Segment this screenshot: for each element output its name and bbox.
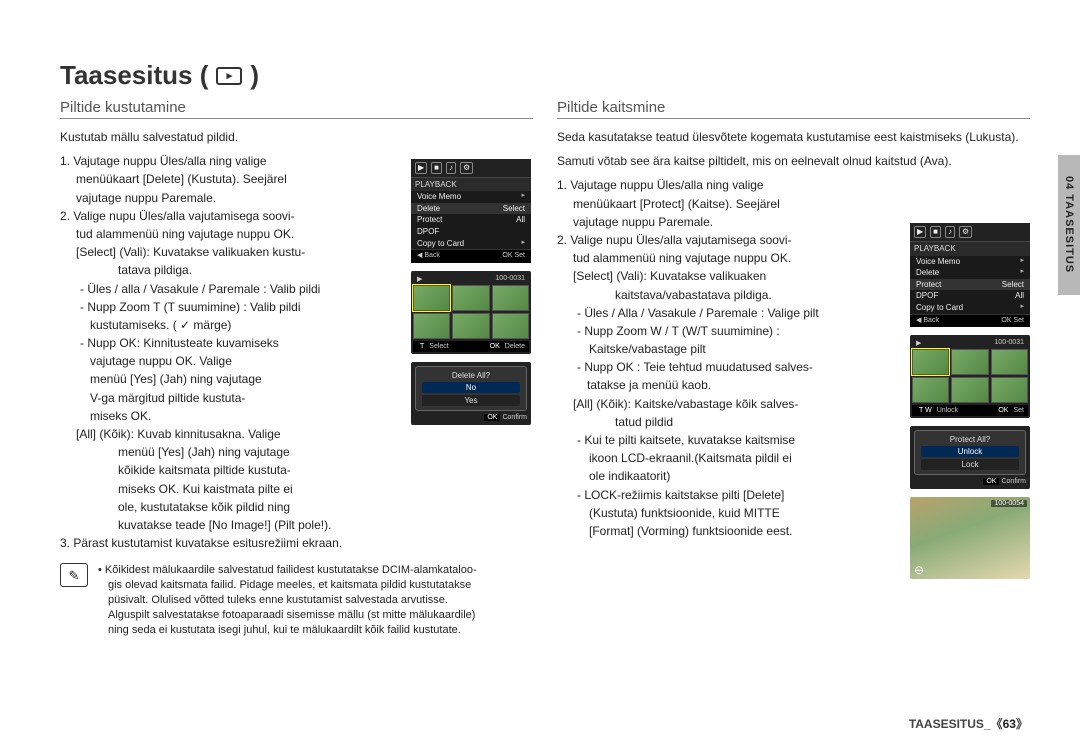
- protected-photo-preview: 100-0054 ⊖: [910, 497, 1030, 579]
- play-icon: ▸: [216, 67, 242, 85]
- note-icon: ✎: [60, 563, 88, 587]
- left-steps: 1. Vajutage nuppu Üles/alla ning valige …: [60, 153, 403, 551]
- title-text: Taasesitus (: [60, 60, 208, 91]
- right-heading: Piltide kaitsmine: [557, 99, 1030, 119]
- right-intro2: Samuti võtab see ära kaitse piltidelt, m…: [557, 153, 1030, 169]
- protect-all-dialog: Protect All? Unlock Lock OK Confirm: [910, 426, 1030, 489]
- lock-icon: ⊖: [914, 563, 924, 577]
- right-steps: 1. Vajutage nuppu Üles/alla ning valige …: [557, 177, 900, 539]
- playback-menu-delete: ▶■♪⚙ PLAYBACK Voice Memo▸ DeleteSelect P…: [411, 159, 531, 263]
- right-intro1: Seda kasutatakse teatud ülesvõtete kogem…: [557, 129, 1030, 145]
- playback-menu-protect: ▶■♪⚙ PLAYBACK Voice Memo▸ Delete▸ Protec…: [910, 223, 1030, 327]
- note-box: ✎ • Kõikidest mälukaardile salvestatud f…: [60, 563, 533, 637]
- left-intro: Kustutab mällu salvestatud pildid.: [60, 129, 403, 145]
- delete-all-dialog: Delete All? No Yes OK Confirm: [411, 362, 531, 425]
- thumbnail-grid-protect: ▶100-0031 T WUnlock OKSet: [910, 335, 1030, 418]
- left-heading: Piltide kustutamine: [60, 99, 533, 119]
- side-tab: 04 TAASESITUS: [1058, 155, 1080, 295]
- page-title: Taasesitus ( ▸ ): [60, 60, 1030, 91]
- page-footer: TAASESITUS_《63》: [909, 715, 1028, 732]
- title-suffix: ): [250, 60, 259, 91]
- thumbnail-grid-delete: ▶100-0031 TSelect OKDelete: [411, 271, 531, 354]
